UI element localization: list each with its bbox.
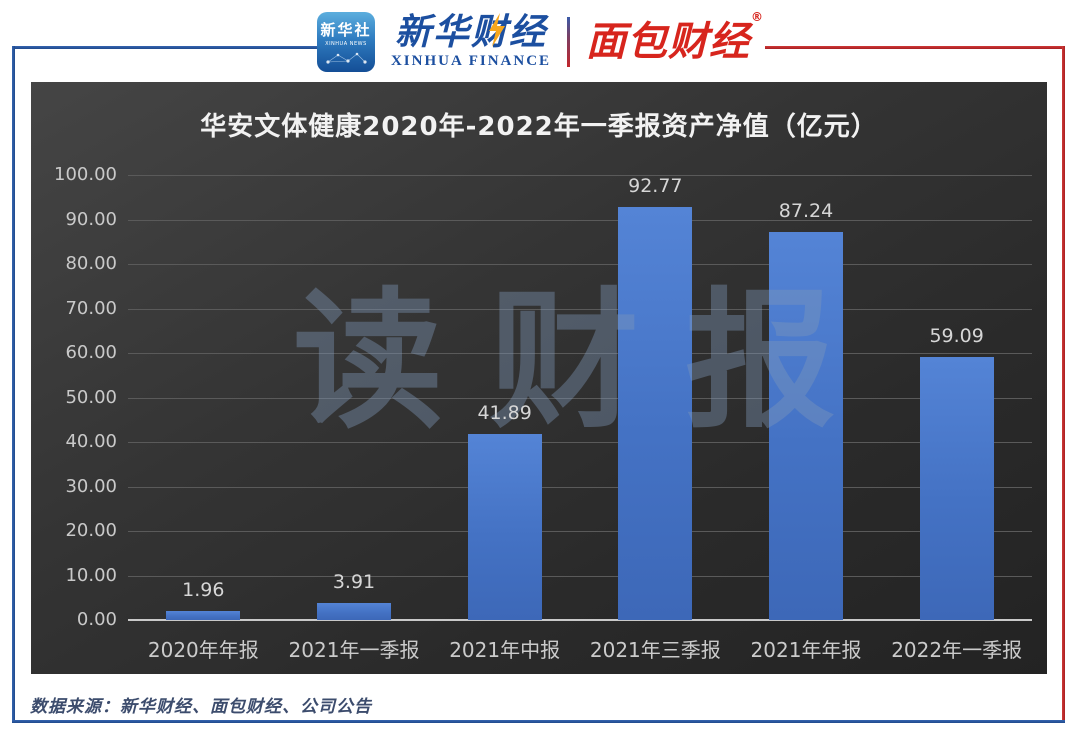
- gridline: [128, 442, 1032, 443]
- gridline: [128, 575, 1032, 577]
- xinhua-finance-logo-en: XINHUA FINANCE: [390, 52, 552, 69]
- y-tick-label: 60.00: [65, 342, 117, 363]
- data-source: 数据来源：新华财经、面包财经、公司公告: [30, 697, 372, 716]
- gridline: [128, 175, 1032, 176]
- y-tick-label: 90.00: [65, 208, 117, 230]
- bar: [166, 611, 241, 620]
- x-axis-label: 2021年年报: [750, 638, 862, 662]
- y-tick-label: 100.00: [54, 164, 117, 185]
- gridline: [128, 486, 1032, 488]
- frame-border-bottom: [12, 720, 1065, 723]
- xinhua-finance-logo-cn: 新华财经: [394, 11, 547, 53]
- chart-title: 华安文体健康2020年-2022年一季报资产净值（亿元）: [200, 112, 878, 142]
- bar: [919, 357, 994, 620]
- x-axis-label: 2020年年报: [147, 638, 259, 662]
- frame-border-left: [12, 46, 15, 723]
- bar: [467, 433, 542, 620]
- gridline: [128, 219, 1032, 221]
- y-tick-label: 40.00: [65, 431, 117, 452]
- mianbao-logo-text: 面包财经: [586, 19, 751, 65]
- bar-value-label: 87.24: [778, 199, 834, 222]
- watermark: 读财报: [293, 275, 882, 449]
- xinhua-news-logo-cn: 新华社: [320, 21, 372, 39]
- bar: [769, 231, 843, 620]
- y-tick-label: 10.00: [65, 564, 117, 586]
- y-tick-label: 30.00: [65, 475, 117, 497]
- xinhua-finance-logo: 新华财经 XINHUA FINANCE: [390, 11, 552, 70]
- gridline: [128, 353, 1032, 354]
- header-logos: 新华社 XINHUA NEWS 新华财经: [0, 4, 1080, 80]
- bar: [618, 207, 693, 620]
- bar-value-label: 41.89: [477, 401, 532, 424]
- bar-value-label: 92.77: [628, 175, 683, 198]
- y-tick-label: 20.00: [65, 520, 117, 541]
- x-axis-label: 2021年一季报: [288, 638, 420, 662]
- y-tick-label: 70.00: [65, 297, 117, 319]
- logo-divider: [567, 17, 571, 67]
- x-axis-label: 2021年中报: [449, 638, 561, 662]
- xinhua-finance-cn-text: 新华财经: [394, 11, 547, 53]
- gridline: [128, 264, 1032, 265]
- bar-value-label: 59.09: [929, 325, 984, 348]
- registered-mark: ®: [751, 9, 765, 24]
- frame-border-top-right: [765, 46, 1065, 49]
- bar: [317, 602, 391, 620]
- x-axis-line: [128, 619, 1032, 621]
- x-axis-label: 2022年一季报: [891, 638, 1023, 662]
- bar-value-label: 3.91: [332, 570, 376, 593]
- xinhua-news-logo: 新华社 XINHUA NEWS: [316, 12, 375, 72]
- lightning-bolt-icon: [489, 12, 505, 47]
- gridline: [128, 308, 1032, 310]
- frame-border-top-left: [12, 46, 331, 49]
- x-axis-label: 2021年三季报: [589, 638, 721, 662]
- mianbao-finance-logo: 面包财经®: [586, 11, 763, 65]
- chart-panel: 华安文体健康2020年-2022年一季报资产净值（亿元） 读财报 0.00 10.…: [31, 82, 1047, 674]
- y-tick-label: 50.00: [65, 386, 117, 408]
- bar-value-label: 1.96: [182, 579, 225, 602]
- gridline: [128, 397, 1032, 399]
- y-tick-label: 0.00: [76, 609, 117, 630]
- y-tick-label: 80.00: [65, 253, 117, 274]
- constellation-icon: [326, 52, 367, 64]
- gridline: [128, 531, 1032, 532]
- xinhua-news-logo-en: XINHUA NEWS: [325, 41, 367, 47]
- frame-border-right: [1062, 46, 1065, 723]
